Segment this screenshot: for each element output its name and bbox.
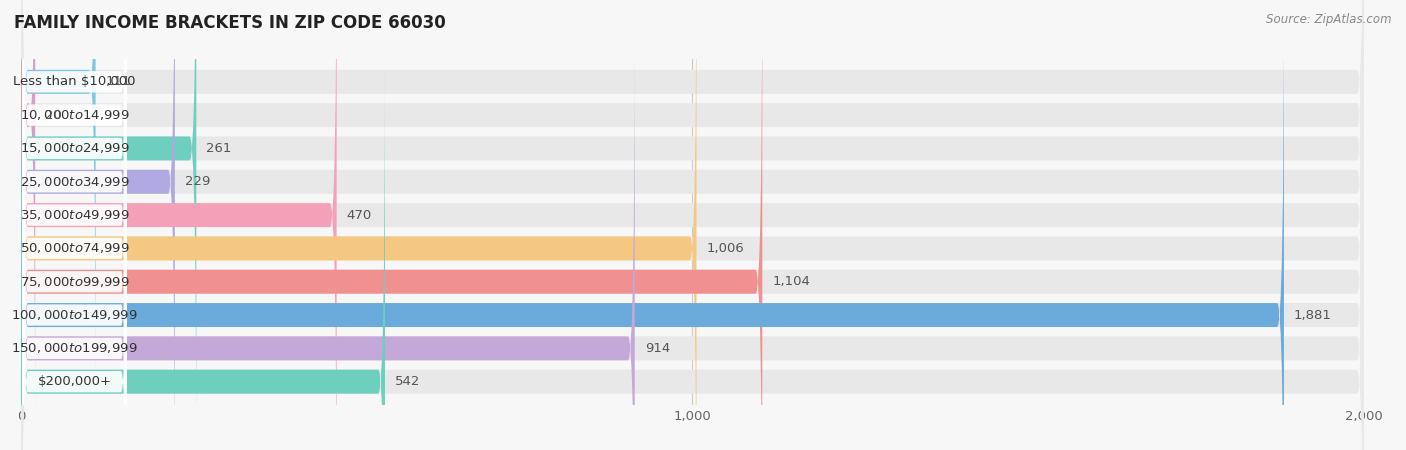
FancyBboxPatch shape [22, 0, 127, 450]
FancyBboxPatch shape [22, 0, 127, 450]
Text: $25,000 to $34,999: $25,000 to $34,999 [20, 175, 129, 189]
Text: $200,000+: $200,000+ [38, 375, 111, 388]
Text: FAMILY INCOME BRACKETS IN ZIP CODE 66030: FAMILY INCOME BRACKETS IN ZIP CODE 66030 [14, 14, 446, 32]
Text: 261: 261 [207, 142, 232, 155]
Text: Less than $10,000: Less than $10,000 [13, 75, 136, 88]
Text: $75,000 to $99,999: $75,000 to $99,999 [20, 275, 129, 289]
Text: 229: 229 [186, 175, 211, 188]
Text: $50,000 to $74,999: $50,000 to $74,999 [20, 241, 129, 256]
FancyBboxPatch shape [21, 0, 1284, 450]
FancyBboxPatch shape [21, 0, 1364, 450]
FancyBboxPatch shape [22, 0, 127, 371]
FancyBboxPatch shape [21, 0, 762, 450]
Text: $100,000 to $149,999: $100,000 to $149,999 [11, 308, 138, 322]
Text: $150,000 to $199,999: $150,000 to $199,999 [11, 342, 138, 356]
Text: Source: ZipAtlas.com: Source: ZipAtlas.com [1267, 14, 1392, 27]
Text: 542: 542 [395, 375, 420, 388]
FancyBboxPatch shape [21, 0, 1364, 450]
Text: $35,000 to $49,999: $35,000 to $49,999 [20, 208, 129, 222]
FancyBboxPatch shape [22, 0, 127, 405]
FancyBboxPatch shape [21, 0, 1364, 450]
FancyBboxPatch shape [22, 26, 127, 450]
Text: 470: 470 [347, 209, 373, 221]
FancyBboxPatch shape [21, 0, 35, 436]
FancyBboxPatch shape [22, 59, 127, 450]
Text: 1,104: 1,104 [772, 275, 810, 288]
Text: 914: 914 [645, 342, 671, 355]
FancyBboxPatch shape [21, 0, 197, 450]
Text: 111: 111 [105, 75, 131, 88]
FancyBboxPatch shape [22, 126, 127, 450]
FancyBboxPatch shape [21, 60, 385, 450]
FancyBboxPatch shape [22, 93, 127, 450]
FancyBboxPatch shape [21, 27, 634, 450]
Text: 20: 20 [45, 108, 62, 122]
FancyBboxPatch shape [21, 0, 96, 403]
FancyBboxPatch shape [21, 0, 1364, 403]
FancyBboxPatch shape [21, 60, 1364, 450]
FancyBboxPatch shape [21, 0, 1364, 450]
FancyBboxPatch shape [21, 0, 1364, 436]
Text: $10,000 to $14,999: $10,000 to $14,999 [20, 108, 129, 122]
FancyBboxPatch shape [21, 0, 174, 450]
FancyBboxPatch shape [22, 0, 127, 338]
FancyBboxPatch shape [21, 27, 1364, 450]
FancyBboxPatch shape [21, 0, 1364, 450]
Text: 1,006: 1,006 [707, 242, 744, 255]
Text: 1,881: 1,881 [1294, 309, 1331, 322]
FancyBboxPatch shape [21, 0, 336, 450]
FancyBboxPatch shape [21, 0, 696, 450]
FancyBboxPatch shape [22, 0, 127, 438]
Text: $15,000 to $24,999: $15,000 to $24,999 [20, 141, 129, 155]
FancyBboxPatch shape [21, 0, 1364, 450]
